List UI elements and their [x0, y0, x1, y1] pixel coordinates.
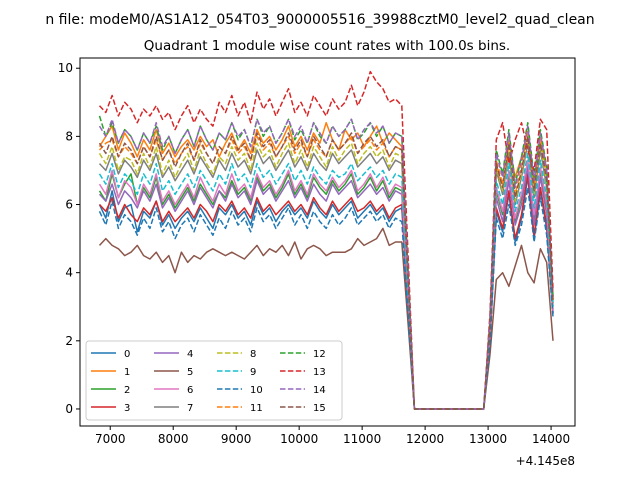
series-layer	[98, 70, 554, 410]
y-tick-label: 0	[65, 402, 73, 416]
legend-label-11: 11	[250, 403, 263, 414]
y-tick-label: 8	[65, 129, 73, 143]
legend-label-14: 14	[313, 385, 326, 396]
chart-title: Quadrant 1 module wise count rates with …	[144, 38, 510, 54]
legend-label-12: 12	[313, 349, 326, 360]
legend-label-7: 7	[187, 403, 193, 414]
x-tick-label: 14000	[532, 432, 570, 446]
legend-label-9: 9	[250, 367, 256, 378]
x-tick-label: 12000	[406, 432, 444, 446]
y-tick-label: 4	[65, 266, 73, 280]
y-axis: 0 2 4 6 8 10	[58, 61, 80, 416]
series-15-line	[98, 132, 554, 410]
y-tick-label: 10	[58, 61, 73, 75]
figure-suptitle: n file: modeM0/AS1A12_054T03_9000005516_…	[45, 12, 594, 28]
x-tick-label: 7000	[95, 432, 126, 446]
x-tick-label: 11000	[343, 432, 381, 446]
x-tick-label: 13000	[469, 432, 507, 446]
series-9-line	[98, 152, 554, 410]
x-tick-label: 10000	[280, 432, 318, 446]
x-offset-label: +4.145e8	[516, 454, 575, 468]
legend-label-5: 5	[187, 367, 193, 378]
legend-label-0: 0	[124, 349, 130, 360]
legend-label-6: 6	[187, 385, 193, 396]
y-tick-label: 2	[65, 334, 73, 348]
legend-label-10: 10	[250, 385, 263, 396]
x-axis: 7000 8000 9000 10000 11000 12000 13000 14000	[95, 426, 570, 446]
legend-label-1: 1	[124, 367, 130, 378]
legend-label-8: 8	[250, 349, 256, 360]
plot-frame	[79, 57, 576, 427]
legend-label-15: 15	[313, 403, 326, 414]
legend-box	[85, 340, 343, 421]
legend-label-3: 3	[124, 403, 130, 414]
x-tick-label: 8000	[158, 432, 189, 446]
legend-label-2: 2	[124, 385, 130, 396]
y-tick-label: 6	[65, 198, 73, 212]
legend-label-4: 4	[187, 349, 193, 360]
x-tick-label: 9000	[221, 432, 252, 446]
legend-label-13: 13	[313, 367, 326, 378]
